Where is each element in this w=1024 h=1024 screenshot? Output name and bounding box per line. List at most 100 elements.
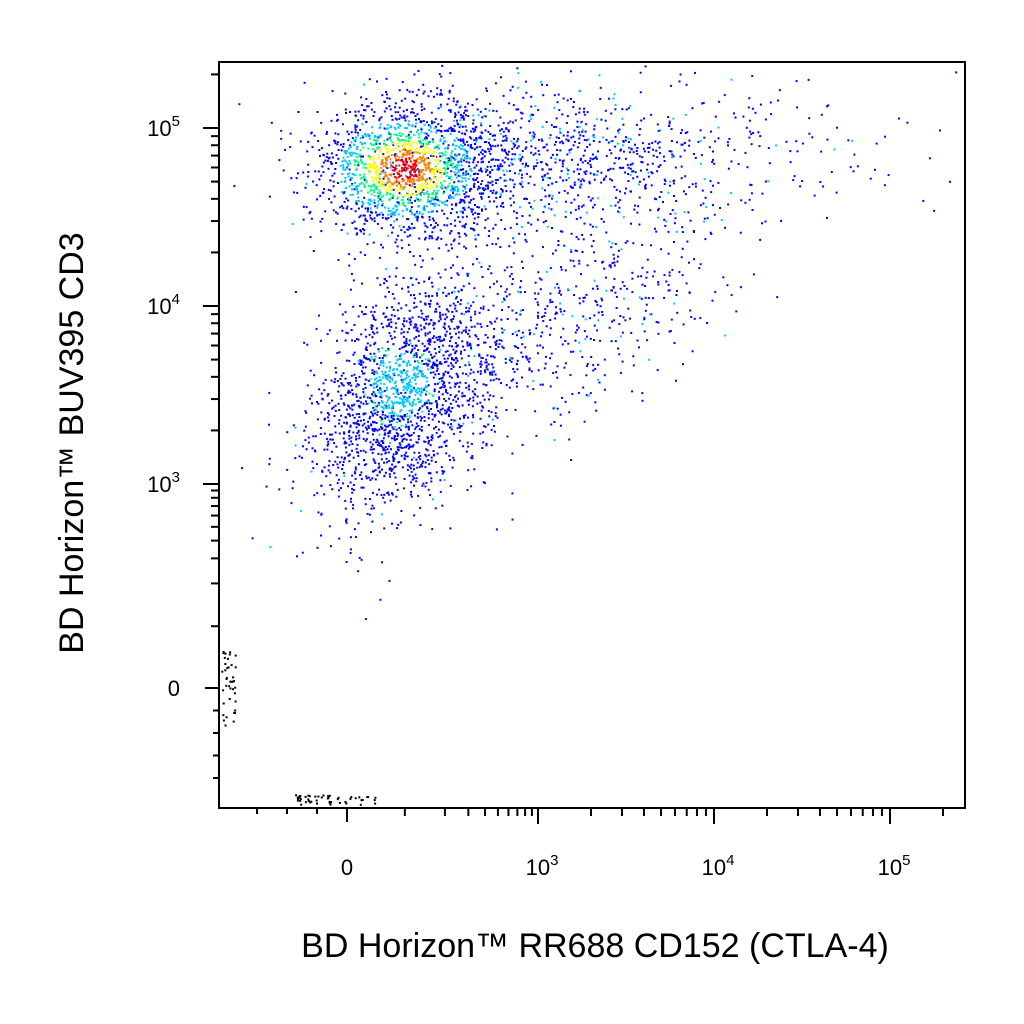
- event-dot: [570, 250, 573, 253]
- event-dot: [379, 382, 382, 385]
- event-dot: [299, 140, 302, 143]
- event-dot: [505, 170, 508, 173]
- event-dot: [436, 406, 438, 409]
- event-dot: [372, 438, 375, 441]
- event-dot: [391, 492, 393, 495]
- event-dot: [455, 166, 457, 169]
- event-dot: [362, 228, 364, 230]
- event-dot: [540, 161, 542, 164]
- event-dot: [430, 459, 433, 462]
- event-dot: [380, 378, 382, 381]
- event-dot: [414, 473, 417, 476]
- event-dot: [455, 211, 458, 214]
- event-dot: [655, 149, 658, 152]
- event-dot: [386, 188, 389, 191]
- event-dot: [353, 351, 356, 354]
- event-dot: [352, 507, 354, 510]
- event-dot: [388, 137, 391, 140]
- event-dot: [402, 162, 405, 165]
- event-dot: [444, 334, 447, 337]
- event-dot: [479, 145, 482, 148]
- event-dot: [521, 215, 524, 217]
- event-dot: [555, 311, 558, 314]
- event-dot: [403, 360, 406, 363]
- event-dot: [413, 379, 416, 382]
- event-dot: [363, 179, 366, 182]
- event-dot: [412, 175, 415, 178]
- event-dot: [389, 430, 392, 432]
- event-dot: [393, 418, 396, 421]
- event-dot: [423, 403, 426, 406]
- event-dot: [559, 413, 562, 416]
- event-dot: [400, 116, 403, 119]
- event-dot: [362, 202, 365, 205]
- event-dot: [408, 474, 411, 477]
- event-dot: [395, 159, 398, 162]
- event-dot: [383, 501, 386, 504]
- event-dot: [357, 191, 360, 194]
- event-dot: [424, 332, 427, 335]
- event-dot: [466, 155, 469, 158]
- event-dot: [474, 126, 477, 129]
- event-dot: [464, 156, 467, 159]
- event-dot: [428, 350, 431, 353]
- event-dot: [407, 123, 410, 126]
- event-dot: [409, 130, 412, 133]
- event-dot: [483, 398, 486, 401]
- event-dot: [688, 261, 690, 264]
- event-dot: [449, 266, 452, 269]
- event-dot: [452, 456, 455, 459]
- event-dot: [492, 109, 495, 112]
- event-dot: [479, 370, 482, 373]
- event-dot: [377, 403, 380, 406]
- event-dot: [521, 331, 524, 334]
- event-dot: [537, 292, 540, 295]
- event-dot: [655, 198, 658, 201]
- event-dot: [394, 380, 397, 383]
- event-dot: [528, 214, 531, 217]
- event-dot: [389, 189, 392, 191]
- event-dot: [370, 193, 373, 196]
- event-dot: [475, 381, 478, 384]
- event-dot: [652, 148, 655, 151]
- event-dot: [437, 288, 440, 291]
- event-dot: [488, 138, 491, 141]
- event-dot: [459, 417, 461, 420]
- event-dot: [459, 320, 462, 323]
- event-dot: [375, 304, 378, 307]
- event-dot: [402, 163, 405, 166]
- event-dot: [502, 135, 505, 138]
- event-dot: [397, 111, 400, 114]
- event-dot: [584, 159, 587, 162]
- event-dot: [406, 350, 409, 353]
- event-dot: [410, 206, 413, 209]
- event-dot: [428, 305, 431, 308]
- event-dot: [683, 190, 685, 193]
- event-dot: [495, 110, 498, 113]
- event-dot: [471, 208, 474, 211]
- event-dot: [379, 179, 382, 182]
- event-dot: [549, 385, 552, 388]
- event-dot: [395, 385, 397, 388]
- event-dot: [757, 131, 760, 134]
- event-dot: [420, 109, 423, 112]
- event-dot: [875, 142, 878, 145]
- event-dot: [312, 180, 315, 183]
- event-dot: [367, 402, 370, 405]
- event-dot: [652, 154, 655, 157]
- event-dot: [436, 179, 439, 182]
- event-dot: [362, 146, 365, 149]
- event-dot: [488, 109, 491, 112]
- event-dot: [641, 142, 644, 145]
- event-dot: [480, 265, 483, 268]
- event-dot: [452, 432, 455, 435]
- event-dot: [546, 84, 548, 87]
- event-dot: [294, 426, 297, 429]
- event-dot: [426, 190, 429, 193]
- event-dot: [335, 162, 337, 164]
- event-dot: [443, 163, 446, 165]
- event-dot: [310, 394, 313, 397]
- event-dot: [503, 150, 506, 153]
- event-dot: [693, 317, 696, 320]
- event-dot: [354, 128, 357, 131]
